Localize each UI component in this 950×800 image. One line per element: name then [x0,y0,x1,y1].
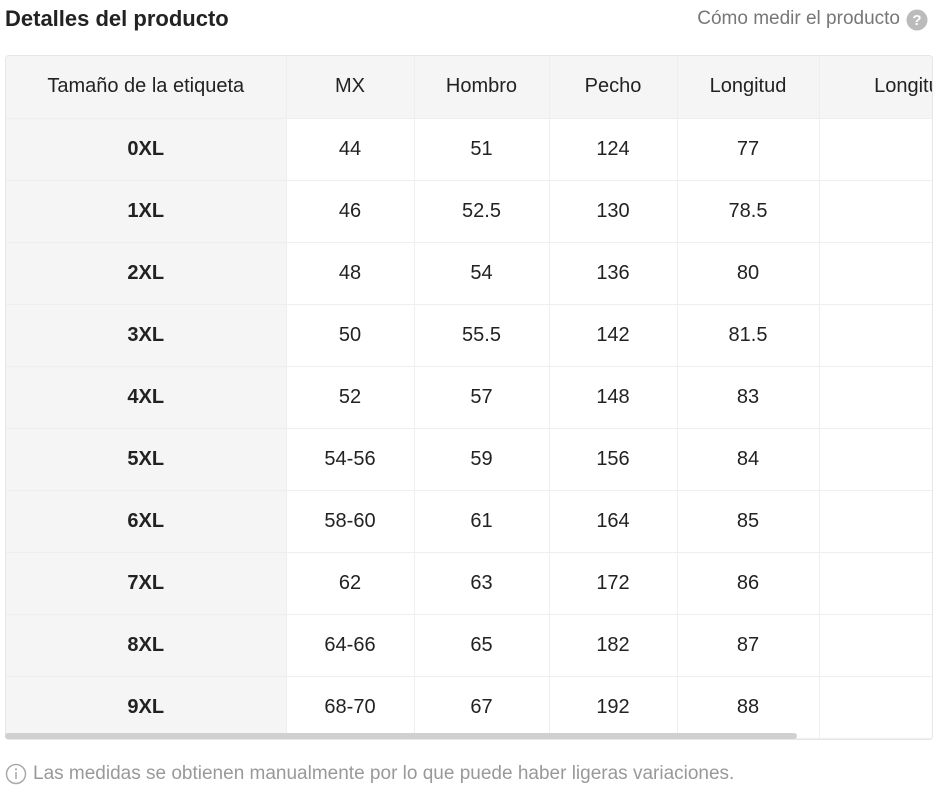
table-row: 1XL 46 52.5 130 78.5 [6,180,932,243]
size-label: 4XL [6,366,287,429]
table-cell: 48 [286,242,415,305]
header-cell: Longitud [677,56,820,119]
header-row: Tamaño de la etiqueta MX Hombro Pecho Longit… [6,56,932,119]
table-cell: 54-56 [286,428,415,491]
svg-text:?: ? [912,12,921,29]
header-cell: Pecho [549,56,678,119]
size-label: 5XL [6,428,287,491]
empty-cell [819,118,932,181]
help-icon[interactable]: ? [906,9,928,31]
empty-cell [819,614,932,677]
table-cell: 67 [414,676,550,739]
table-cell: 136 [549,242,678,305]
table-cell: 84 [677,428,820,491]
table-cell: 61 [414,490,550,553]
table-row: 6XL 58-60 61 164 85 [6,490,932,553]
header-cell: Longitud [819,56,932,119]
table-cell: 86 [677,552,820,615]
empty-cell [819,552,932,615]
table-cell: 55.5 [414,304,550,367]
table-cell: 80 [677,242,820,305]
table-cell: 68-70 [286,676,415,739]
table-cell: 52.5 [414,180,550,243]
table-cell: 62 [286,552,415,615]
table-cell: 83 [677,366,820,429]
table-cell: 148 [549,366,678,429]
empty-cell [819,304,932,367]
table-cell: 77 [677,118,820,181]
size-label: 2XL [6,242,287,305]
table-cell: 57 [414,366,550,429]
table-row: 3XL 50 55.5 142 81.5 [6,304,932,367]
table-cell: 64-66 [286,614,415,677]
table-row: 2XL 48 54 136 80 [6,242,932,305]
table-row: 8XL 64-66 65 182 87 [6,614,932,677]
table-cell: 172 [549,552,678,615]
table-row: 4XL 52 57 148 83 [6,366,932,429]
size-label: 7XL [6,552,287,615]
table-cell: 88 [677,676,820,739]
table-cell: 78.5 [677,180,820,243]
header-cell: Hombro [414,56,550,119]
measure-link[interactable]: Cómo medir el producto [697,8,900,29]
footnote: Las medidas se obtienen manualmente por … [33,763,735,784]
table-cell: 164 [549,490,678,553]
size-table: Tamaño de la etiqueta MX Hombro Pecho Longit… [6,56,932,739]
empty-cell [819,180,932,243]
table-cell: 50 [286,304,415,367]
table-cell: 46 [286,180,415,243]
section-title: Detalles del producto [5,6,229,31]
scrollbar[interactable] [5,733,797,739]
table-row: 7XL 62 63 172 86 [6,552,932,615]
size-label: 9XL [6,676,287,739]
table-cell: 182 [549,614,678,677]
empty-cell [819,428,932,491]
empty-cell [819,366,932,429]
table-cell: 58-60 [286,490,415,553]
table-cell: 51 [414,118,550,181]
table-row: 0XL 44 51 124 77 [6,118,932,181]
table-cell: 59 [414,428,550,491]
table-container: Tamaño de la etiqueta MX Hombro Pecho Longit… [5,55,933,740]
size-label: 0XL [6,118,287,181]
header-cell: Tamaño de la etiqueta [6,56,287,119]
table-cell: 85 [677,490,820,553]
empty-cell [819,242,932,305]
table-cell: 87 [677,614,820,677]
table-cell: 156 [549,428,678,491]
empty-cell [819,490,932,553]
table-cell: 192 [549,676,678,739]
table-cell: 54 [414,242,550,305]
size-label: 6XL [6,490,287,553]
size-label: 8XL [6,614,287,677]
table-cell: 81.5 [677,304,820,367]
table-cell: 65 [414,614,550,677]
table-cell: 63 [414,552,550,615]
table-row: 9XL 68-70 67 192 88 [6,676,932,739]
table-cell: 124 [549,118,678,181]
table-cell: 44 [286,118,415,181]
empty-cell [819,676,932,739]
table-row: 5XL 54-56 59 156 84 [6,428,932,491]
table-cell: 52 [286,366,415,429]
size-label: 3XL [6,304,287,367]
info-icon [5,763,27,785]
table-cell: 142 [549,304,678,367]
size-label: 1XL [6,180,287,243]
table-cell: 130 [549,180,678,243]
header-cell: MX [286,56,415,119]
